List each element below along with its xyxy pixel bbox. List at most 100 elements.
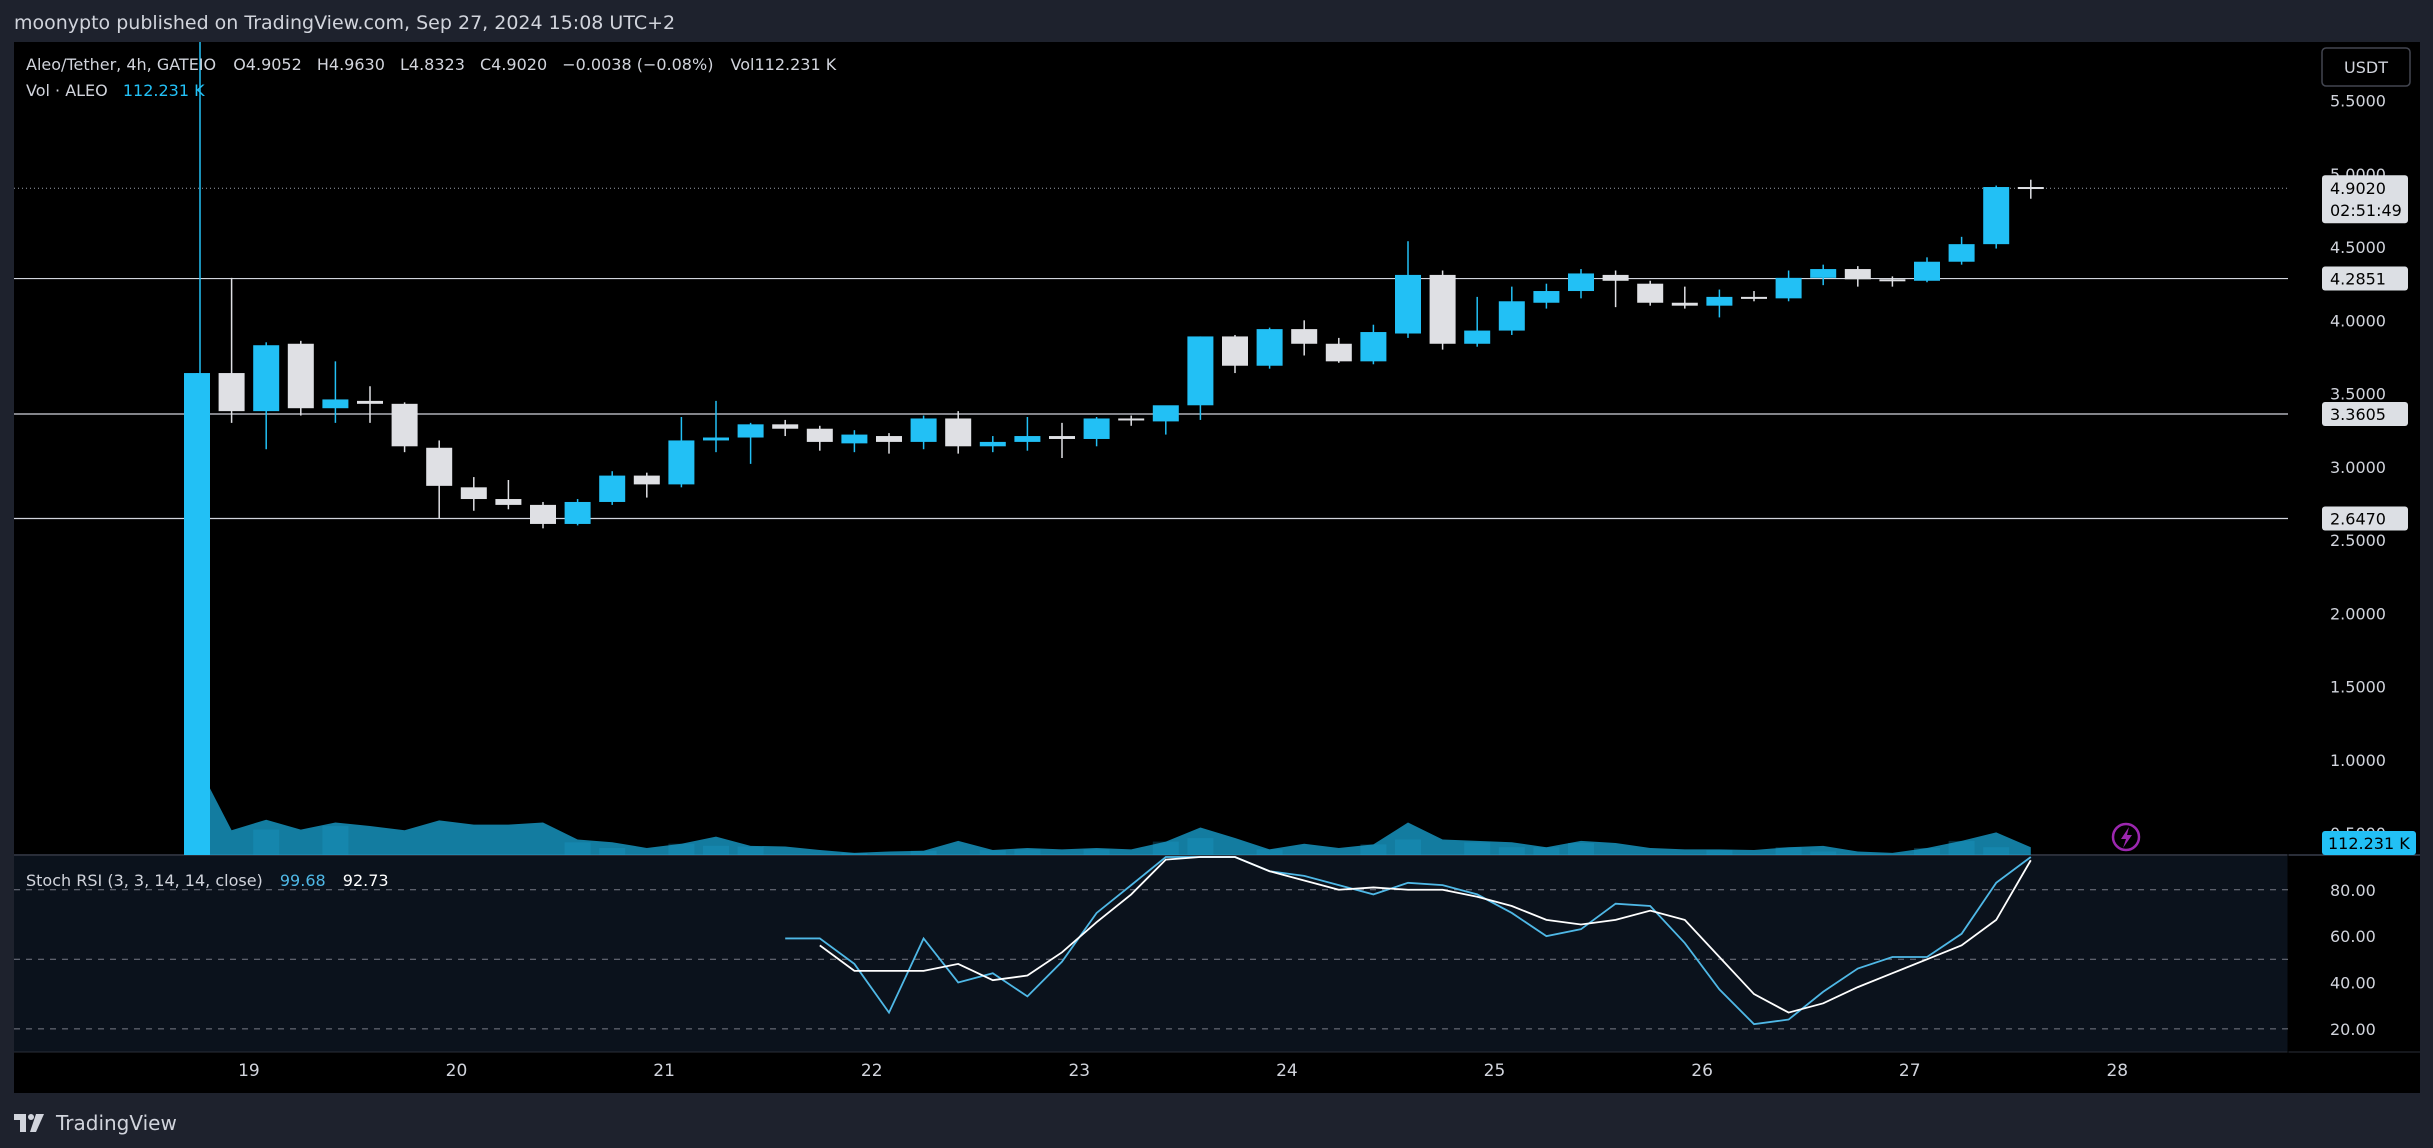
candle-body [1844, 269, 1871, 280]
currency-label[interactable]: USDT [2344, 58, 2388, 77]
footer: TradingView [14, 1108, 177, 1138]
volume-bar [1983, 847, 2010, 855]
candle-body [218, 373, 245, 412]
candle-body [460, 487, 487, 500]
volume-bar [737, 846, 764, 855]
candlestick-chart[interactable]: 5.50005.00004.50004.00003.50003.00002.50… [14, 42, 2420, 1093]
last-price-label: 4.9020 [2330, 179, 2386, 198]
stoch-tick-label: 20.00 [2330, 1020, 2376, 1039]
candle-body [1222, 336, 1248, 366]
lightning-icon[interactable] [2111, 822, 2141, 852]
volume-bar [599, 847, 626, 855]
legend-high-key: H [317, 55, 329, 74]
stoch-legend-label: Stoch RSI (3, 3, 14, 14, close) [26, 871, 263, 890]
level-label: 3.3605 [2330, 405, 2386, 424]
candle-body [1464, 330, 1491, 344]
candle-body [253, 345, 280, 412]
legend-low-key: L [400, 55, 409, 74]
volume-bar [1360, 844, 1387, 855]
stoch-k-line [785, 856, 2032, 1026]
time-tick-label: 21 [653, 1061, 675, 1081]
candle-body [1360, 332, 1387, 362]
legend-volume-row-value: 112.231 K [123, 81, 205, 100]
candle-body [772, 424, 799, 429]
candle-body [1637, 283, 1664, 303]
volume-bar [322, 826, 349, 855]
stoch-d-line [819, 856, 2032, 1014]
candle-body [1602, 274, 1629, 281]
price-tick-label: 4.5000 [2330, 238, 2386, 257]
candle-body [841, 434, 868, 444]
candle-body [1291, 329, 1318, 344]
candle-body [1083, 418, 1110, 439]
chart-frame[interactable]: 5.5000 5.0000 4.5000 4.0000 3.5000 3.0000 2.50… [14, 42, 2420, 1093]
stoch-k-value: 99.68 [280, 871, 326, 890]
candle-body [910, 418, 937, 442]
volume-area [197, 763, 2031, 855]
volume-bar [1464, 842, 1491, 855]
volume-bar [668, 843, 695, 855]
volume-bar [253, 829, 280, 855]
time-tick-label: 26 [1691, 1061, 1713, 1081]
candle-body [1948, 244, 1975, 262]
legend-vol-value: 112.231 K [754, 55, 836, 74]
legend: Aleo/Tether, 4h, GATEIO O4.9052 H4.9630 … [26, 55, 837, 890]
legend-symbol: Aleo/Tether, 4h, GATEIO [26, 55, 216, 74]
level-label-box [2322, 506, 2408, 531]
candle-body [357, 400, 383, 404]
volume-bar [564, 842, 591, 855]
time-tick-label: 24 [1276, 1061, 1298, 1081]
candle-body [703, 437, 729, 441]
candle-body [1187, 336, 1214, 406]
price-tick-label: 2.5000 [2330, 531, 2386, 550]
level-label: 2.6470 [2330, 510, 2386, 529]
level-label-box [2322, 402, 2408, 427]
candle-body [633, 475, 660, 485]
candle-body [1533, 291, 1560, 303]
volume-bar [1498, 847, 1525, 855]
legend-close-key: C [480, 55, 491, 74]
candle-body [1049, 436, 1075, 439]
countdown-label: 02:51:49 [2330, 201, 2402, 220]
candle-body [1325, 343, 1352, 362]
time-tick-label: 23 [1068, 1061, 1090, 1081]
candle-body [391, 403, 418, 447]
time-tick-label: 22 [861, 1061, 883, 1081]
candle-body [1706, 296, 1733, 306]
volume-bar [703, 845, 729, 855]
legend-close-value: 4.9020 [491, 55, 547, 74]
stoch-tick-label: 80.00 [2330, 881, 2376, 900]
volume-bar [1568, 842, 1594, 855]
legend-high-value: 4.9630 [329, 55, 385, 74]
candle-body [426, 447, 453, 486]
candle-body [1395, 274, 1421, 334]
currency-button[interactable]: USDT [2321, 47, 2411, 87]
candle-body [668, 440, 695, 485]
volume-bar [1187, 838, 1214, 855]
candle-body [1914, 261, 1940, 281]
candle-body [1498, 301, 1525, 331]
candle-body [979, 441, 1006, 447]
price-tick-label: 3.5000 [2330, 385, 2386, 404]
stoch-d-value: 92.73 [343, 871, 389, 890]
volume-bar [979, 850, 1006, 855]
candle-body [1775, 277, 1802, 299]
candle-body [1983, 187, 2010, 245]
price-tick-label: 1.5000 [2330, 678, 2386, 697]
time-tick-label: 20 [446, 1061, 468, 1081]
volume-bar [1810, 851, 1837, 855]
candle-body [1879, 279, 1906, 282]
candle-body [1118, 418, 1145, 421]
price-tick-label: 2.0000 [2330, 604, 2386, 623]
volume-bar [1395, 839, 1421, 855]
volume-bar [910, 850, 937, 855]
time-tick-label: 28 [2106, 1061, 2128, 1081]
footer-brand: TradingView [56, 1111, 177, 1135]
publish-header: moonypto published on TradingView.com, S… [14, 12, 676, 34]
legend-change: −0.0038 (−0.08%) [562, 55, 713, 74]
stoch-tick-label: 40.00 [2330, 973, 2376, 992]
volume-bar [1152, 841, 1179, 855]
svg-text:Aleo/Tether, 4h, GATEIO: Aleo/Tether, 4h, GATEIO O4.9052 H4.9630 … [26, 55, 837, 74]
candle-body [1256, 329, 1283, 366]
time-tick-label: 27 [1899, 1061, 1921, 1081]
